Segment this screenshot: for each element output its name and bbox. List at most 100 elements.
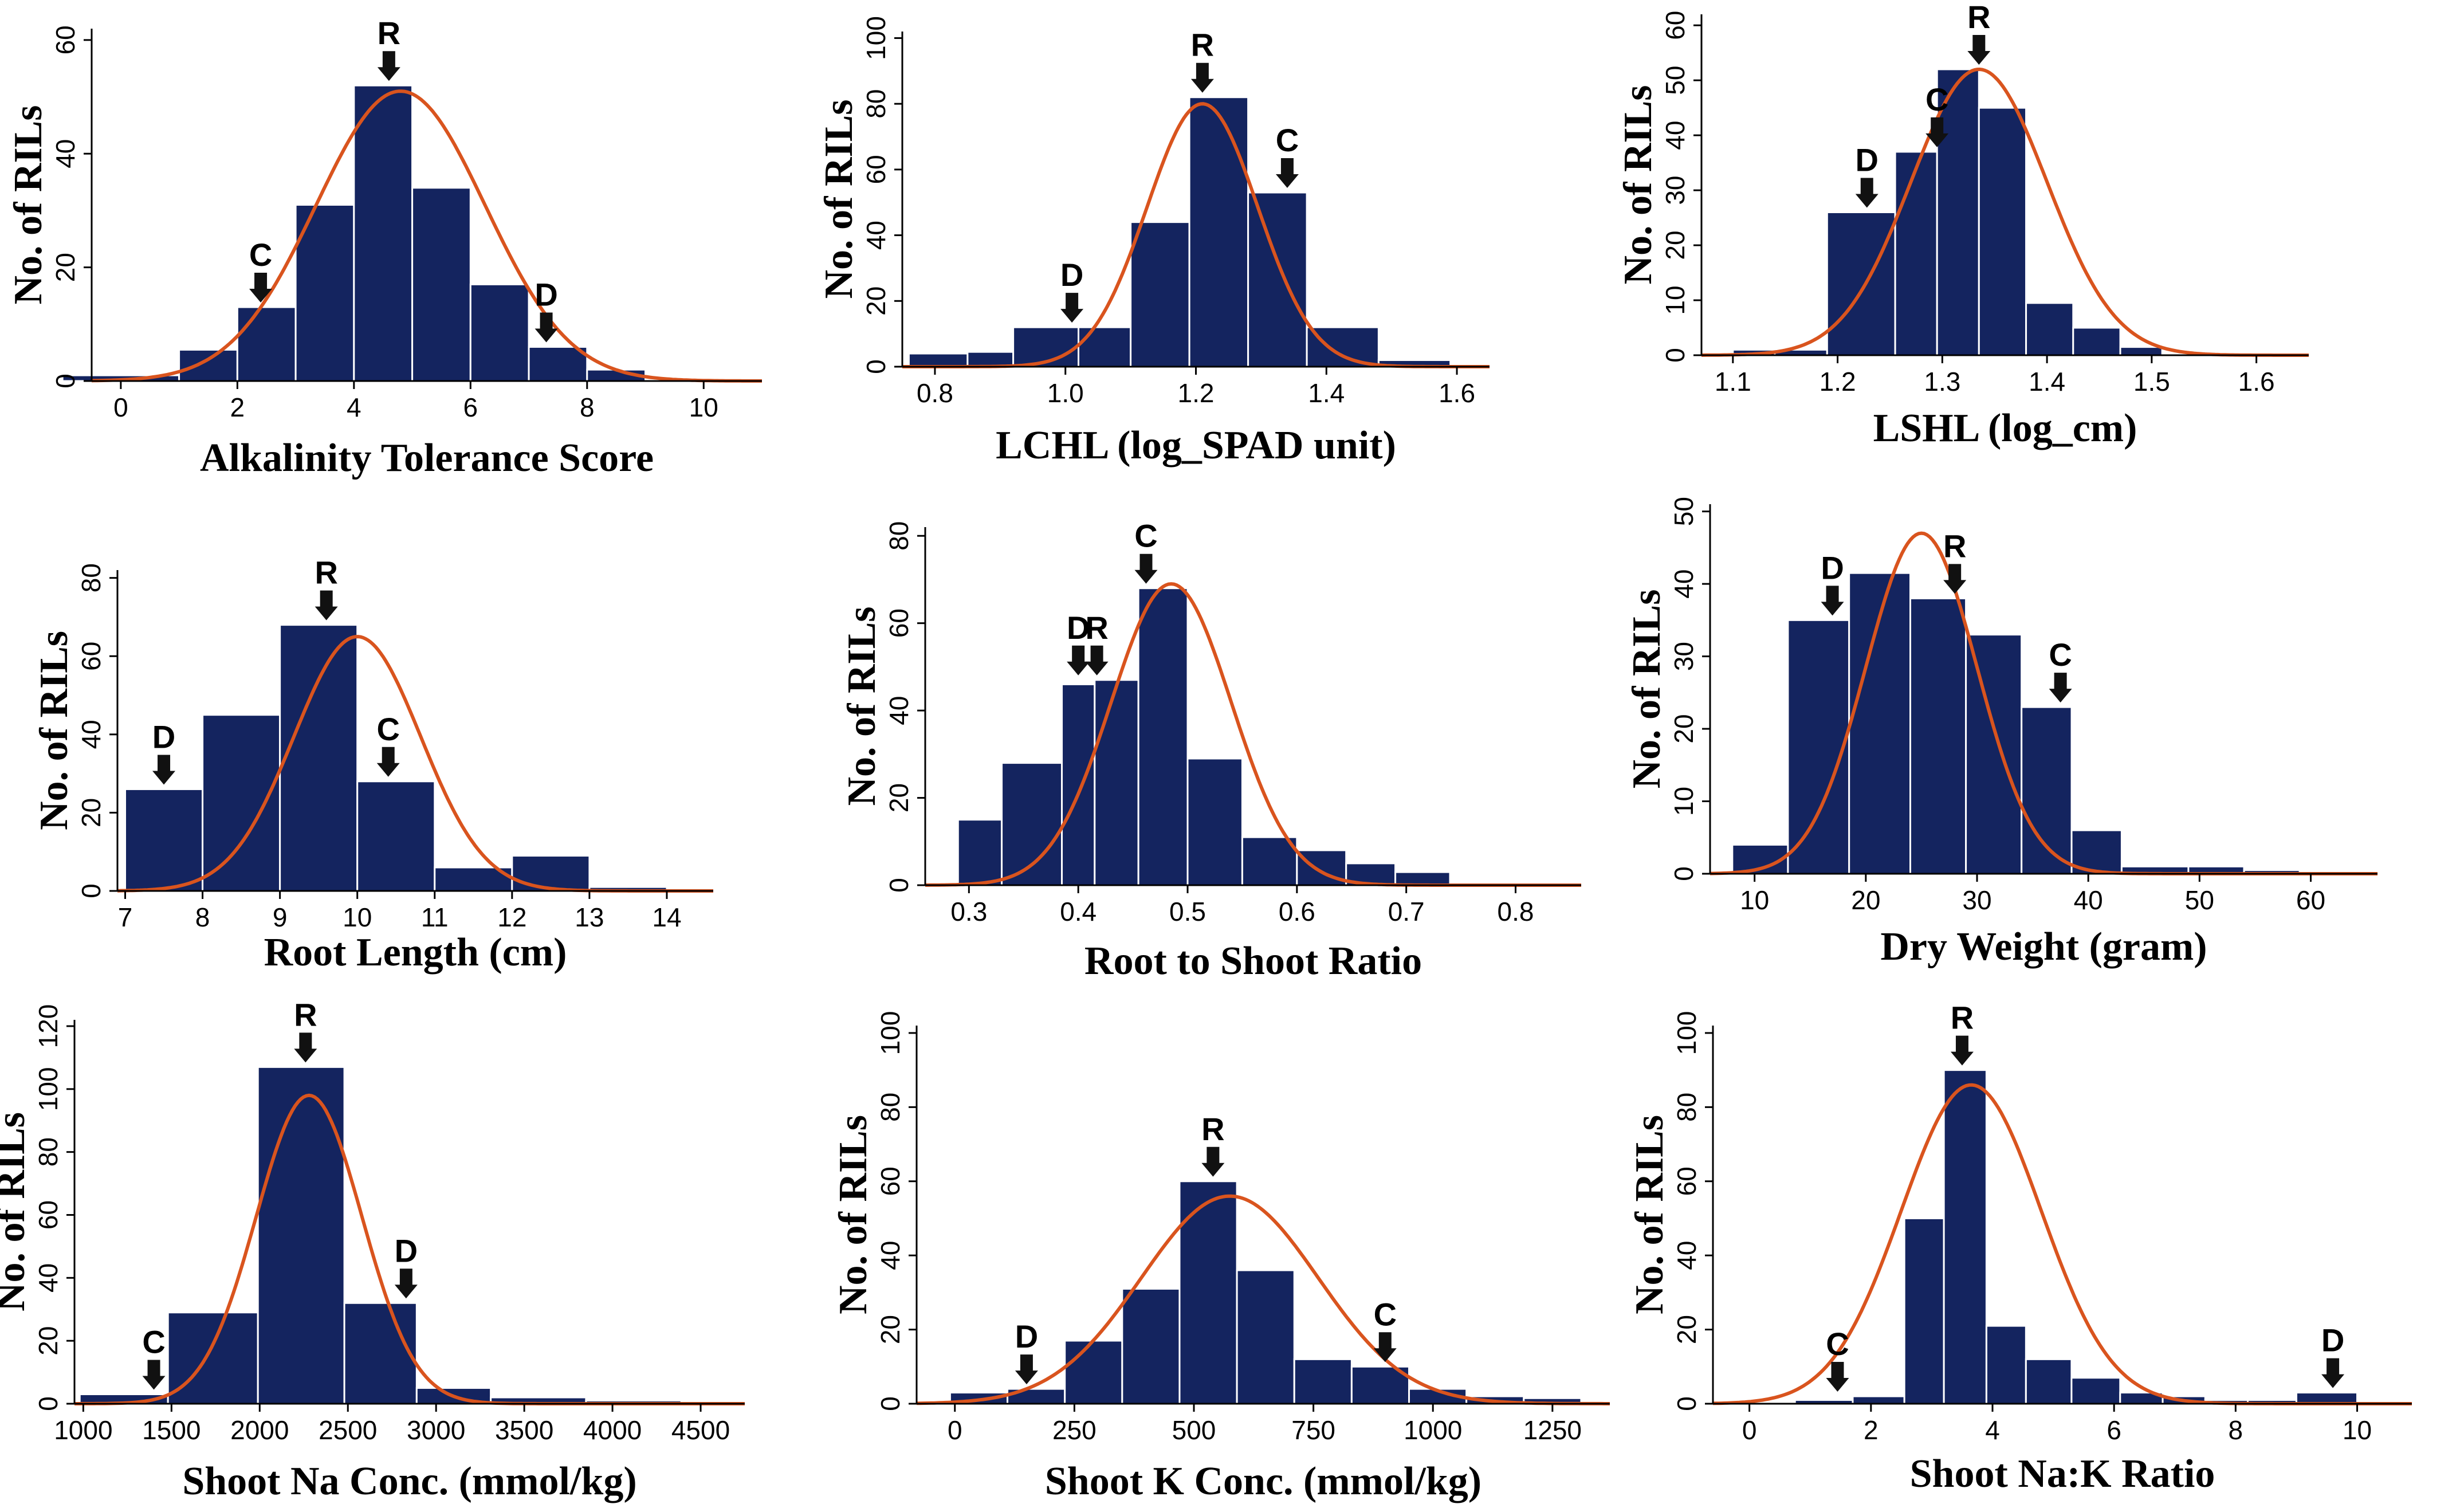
parent-label: C — [1276, 122, 1299, 158]
histogram-bar — [528, 345, 588, 382]
down-arrow-icon — [1826, 1362, 1849, 1392]
y-axis-title: No. of RILs — [1628, 1115, 1672, 1314]
histogram-bar — [1943, 1069, 1987, 1405]
histogram-bar — [1978, 107, 2027, 356]
parent-label: R — [378, 15, 400, 51]
down-arrow-icon — [1855, 178, 1879, 208]
y-tick-label: 40 — [875, 1241, 905, 1270]
x-tick-label: 8 — [580, 392, 595, 422]
y-tick-label: 20 — [1669, 714, 1699, 743]
x-tick-label: 50 — [2185, 885, 2214, 915]
x-tick-label: 1250 — [1523, 1415, 1582, 1445]
histogram-panel: 1.1 1.2 1.3 1.4 1.5 1.6 0 10 20 30 40 50 60 LSHL (log… — [1616, 0, 2309, 450]
y-tick-label: 0 — [884, 878, 914, 893]
down-arrow-icon — [535, 312, 558, 343]
histogram-bar — [1137, 587, 1189, 886]
histogram-panel: 7 8 9 10 11 12 13 14 0 20 40 60 80 Root Length (cm) No… — [32, 555, 713, 975]
histogram-bar — [1178, 1180, 1238, 1405]
parent-label: C — [1925, 81, 1948, 117]
y-tick-label: 0 — [875, 1396, 905, 1411]
histogram-bar — [343, 1302, 418, 1405]
x-tick-label: 10 — [343, 902, 372, 932]
x-tick-label: 6 — [2107, 1415, 2121, 1445]
parent-marker: C — [1925, 81, 1948, 147]
x-tick-label: 1.2 — [1178, 378, 1215, 408]
parent-label: R — [1951, 1000, 1974, 1036]
normal-fit-curve — [91, 89, 762, 383]
parent-label: D — [2321, 1322, 2344, 1358]
histogram-bar — [2072, 327, 2121, 356]
x-tick-label: 10 — [2343, 1415, 2372, 1445]
y-tick-label: 40 — [861, 221, 891, 250]
parent-label: D — [1015, 1318, 1038, 1354]
histogram-panel: 1000 1500 2000 2500 3000 3500 4000 4500 0 20 40 60 8… — [0, 996, 745, 1503]
y-tick-label: 80 — [861, 89, 891, 119]
x-tick-label: 7 — [118, 902, 133, 932]
down-arrow-icon — [1085, 645, 1109, 676]
x-axis-title: LCHL (log_SPAD unit) — [996, 423, 1396, 468]
parent-marker: D — [535, 276, 558, 343]
parent-marker: C — [142, 1324, 166, 1390]
x-tick-label: 0 — [113, 392, 128, 422]
y-tick-label: 0 — [1669, 866, 1699, 881]
x-tick-label: 2500 — [319, 1415, 377, 1445]
parent-marker: R — [315, 555, 338, 620]
x-tick-label: 4000 — [583, 1415, 642, 1445]
x-tick-label: 12 — [497, 902, 526, 932]
histogram-bar — [511, 855, 591, 892]
parent-marker: D — [2321, 1322, 2344, 1388]
x-tick-label: 10 — [1740, 885, 1769, 915]
histogram-bar — [1936, 68, 1980, 356]
down-arrow-icon — [142, 1360, 166, 1390]
y-tick-label: 40 — [1672, 1241, 1701, 1270]
x-tick-label: 6 — [463, 392, 478, 422]
histogram-bar — [1186, 757, 1243, 886]
y-tick-label: 100 — [861, 16, 891, 60]
x-tick-label: 11 — [421, 902, 449, 932]
histogram-bar — [1306, 326, 1380, 368]
histogram-bar — [356, 780, 436, 892]
y-axis-title: No. of RILs — [840, 606, 884, 806]
x-tick-label: 1.5 — [2133, 367, 2170, 396]
y-axis-title: No. of RILs — [1625, 589, 1669, 788]
normal-fit-curve — [1712, 1083, 2412, 1405]
x-tick-label: 0.3 — [950, 897, 987, 926]
parent-marker: R — [1967, 0, 1991, 65]
x-tick-label: 9 — [273, 902, 288, 932]
histogram-bar — [236, 306, 297, 382]
histogram-bar — [1787, 619, 1850, 875]
x-tick-label: 0 — [948, 1415, 962, 1445]
y-tick-label: 80 — [1672, 1093, 1701, 1122]
parent-marker: R — [378, 15, 400, 81]
x-tick-label: 2 — [230, 392, 245, 422]
y-tick-label: 20 — [1672, 1315, 1701, 1344]
parent-label: R — [1201, 1111, 1224, 1147]
histogram-bar — [1061, 683, 1096, 886]
x-axis-title: Shoot Na Conc. (mmol/kg) — [182, 1459, 636, 1503]
y-tick-label: 50 — [1660, 66, 1690, 95]
y-tick-label: 20 — [76, 798, 106, 827]
down-arrow-icon — [1201, 1146, 1225, 1177]
y-tick-label: 60 — [1672, 1167, 1701, 1196]
histogram-panel: 10 20 30 40 50 60 0 10 20 30 40 50 Dry Weight (gram)… — [1625, 497, 2377, 969]
parent-label: C — [2049, 637, 2072, 673]
down-arrow-icon — [1821, 586, 1844, 616]
x-tick-label: 500 — [1172, 1415, 1216, 1445]
histogram-bar — [957, 819, 1003, 886]
histogram-bar — [1826, 211, 1896, 356]
x-tick-label: 0.8 — [1498, 897, 1534, 926]
histogram-panel: 0.8 1.0 1.2 1.4 1.6 0 20 40 60 80 100 LCHL (log_SPA… — [817, 16, 1490, 468]
x-tick-label: 1.6 — [2238, 367, 2275, 396]
parent-marker: C — [377, 711, 400, 777]
histogram-bar — [1293, 1358, 1353, 1405]
parent-label: C — [249, 237, 272, 273]
parent-marker: R — [294, 996, 317, 1063]
x-tick-label: 1.3 — [1924, 367, 1960, 396]
histogram-bar — [1247, 191, 1308, 368]
x-axis-title: LSHL (log_cm) — [1873, 406, 2137, 450]
down-arrow-icon — [315, 590, 338, 620]
histogram-bar — [411, 187, 471, 382]
x-tick-label: 2 — [1864, 1415, 1879, 1445]
parent-label: D — [1821, 549, 1844, 586]
histogram-bar — [1121, 1287, 1181, 1405]
